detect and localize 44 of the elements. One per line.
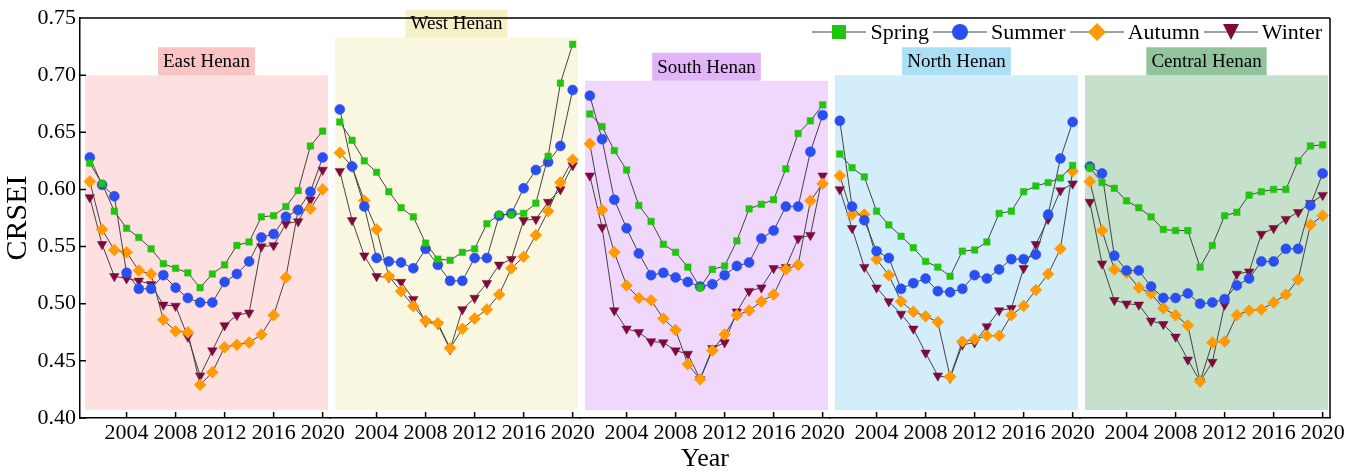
x-tick-label: 2008	[403, 418, 448, 444]
x-tick-label: 2008	[653, 418, 698, 444]
x-tick-label: 2016	[501, 418, 546, 444]
x-tick-label: 2004	[1104, 418, 1149, 444]
legend-label: Spring	[870, 19, 930, 45]
y-tick-label: 0.75	[37, 3, 76, 29]
y-tick-label: 0.65	[37, 118, 76, 144]
x-tick-label: 2016	[1251, 418, 1296, 444]
x-tick-label: 2004	[604, 418, 649, 444]
y-tick-label: 0.50	[37, 289, 76, 315]
x-tick-label: 2012	[202, 418, 247, 444]
x-tick-label: 2004	[354, 418, 399, 444]
x-tick-label: 2020	[300, 418, 345, 444]
y-tick-label: 0.45	[37, 346, 76, 372]
legend-label: Winter	[1261, 19, 1322, 45]
y-axis-title: CRSEI	[0, 175, 32, 261]
band-label: North Henan	[907, 50, 1007, 72]
y-tick-label: 0.60	[37, 175, 76, 201]
band-label: Central Henan	[1151, 50, 1263, 72]
x-tick-label: 2020	[800, 418, 845, 444]
x-tick-label: 2008	[903, 418, 948, 444]
legend-label: Autumn	[1127, 19, 1200, 45]
x-tick-label: 2020	[550, 418, 595, 444]
band-label: West Henan	[410, 12, 503, 34]
band-label: South Henan	[657, 55, 757, 77]
x-tick-label: 2012	[452, 418, 497, 444]
x-axis-title: Year	[681, 443, 730, 473]
y-tick-label: 0.70	[37, 60, 76, 86]
y-tick-label: 0.55	[37, 232, 76, 258]
y-tick-label: 0.40	[37, 403, 76, 429]
x-tick-label: 2004	[854, 418, 899, 444]
x-tick-label: 2016	[1001, 418, 1046, 444]
x-tick-label: 2020	[1050, 418, 1095, 444]
x-tick-label: 2008	[153, 418, 198, 444]
x-tick-label: 2016	[251, 418, 296, 444]
x-tick-label: 2020	[1300, 418, 1345, 444]
x-tick-label: 2012	[952, 418, 997, 444]
x-tick-label: 2012	[1202, 418, 1247, 444]
x-tick-label: 2012	[702, 418, 747, 444]
band-label: East Henan	[162, 50, 251, 72]
x-tick-label: 2016	[751, 418, 796, 444]
legend-label: Summer	[991, 19, 1066, 45]
x-tick-label: 2004	[104, 418, 149, 444]
x-tick-label: 2008	[1153, 418, 1198, 444]
